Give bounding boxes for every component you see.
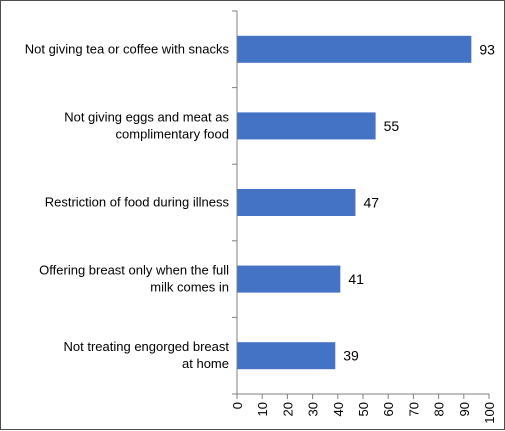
category-label: Restriction of food during illness (45, 195, 230, 210)
bar (237, 189, 356, 216)
x-tick-label: 0 (230, 402, 245, 409)
x-tick-label: 100 (482, 402, 497, 424)
x-tick-label: 70 (406, 402, 421, 416)
x-tick-label: 40 (331, 402, 346, 416)
category-label: Not giving tea or coffee with snacks (25, 41, 230, 56)
data-label: 55 (384, 118, 400, 134)
data-label: 41 (348, 271, 364, 287)
data-label: 93 (479, 41, 495, 57)
data-label: 39 (343, 348, 359, 364)
data-label: 47 (363, 195, 379, 211)
bar (237, 112, 376, 140)
x-tick-label: 80 (432, 402, 447, 416)
category-label: Offering breast only when the full (39, 263, 229, 278)
x-tick-label: 20 (280, 402, 295, 416)
category-label: milk comes in (150, 280, 229, 295)
x-tick-label: 90 (457, 402, 472, 416)
category-label: complimentary food (116, 126, 229, 141)
category-label: at home (182, 356, 229, 371)
bar (237, 35, 472, 63)
x-tick-label: 10 (255, 402, 270, 416)
x-tick-label: 30 (306, 402, 321, 416)
x-tick-label: 50 (356, 402, 371, 416)
x-tick-label: 60 (381, 402, 396, 416)
bar (237, 342, 336, 370)
bar (237, 265, 341, 293)
category-label: Not treating engorged breast (64, 339, 230, 354)
category-label: Not giving eggs and meat as (64, 109, 229, 124)
